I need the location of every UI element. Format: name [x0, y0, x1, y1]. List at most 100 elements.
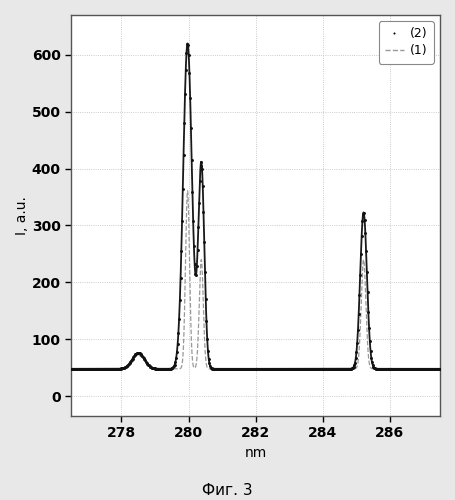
(2): [105, 365, 112, 373]
(2): [274, 365, 281, 373]
(2): [121, 364, 128, 372]
(2): [183, 40, 191, 48]
(2): [394, 365, 401, 373]
(2): [163, 365, 170, 373]
(2): [412, 365, 419, 373]
(2): [259, 365, 266, 373]
(2): [308, 365, 316, 373]
(2): [357, 250, 364, 258]
(2): [325, 365, 333, 373]
(2): [78, 365, 85, 373]
(2): [351, 359, 359, 367]
(2): [282, 365, 289, 373]
(2): [390, 365, 398, 373]
(2): [136, 350, 144, 358]
(2): [175, 330, 182, 338]
(2): [70, 365, 77, 373]
(2): [95, 365, 102, 373]
(2): [372, 364, 379, 372]
(2): [149, 364, 156, 372]
(2): [265, 365, 272, 373]
(2): [173, 348, 181, 356]
(2): [212, 365, 219, 373]
(2): [366, 337, 374, 345]
(2): [415, 365, 422, 373]
(2): [243, 365, 251, 373]
(2): [126, 359, 133, 367]
(2): [352, 354, 359, 362]
(2): [414, 365, 421, 373]
(2): [67, 365, 75, 373]
(2): [150, 364, 157, 372]
(2): [187, 94, 194, 102]
(2): [268, 365, 275, 373]
(2): [228, 365, 235, 373]
(2): [386, 365, 394, 373]
(2): [89, 365, 96, 373]
(2): [227, 365, 234, 373]
(2): [223, 365, 231, 373]
(2): [133, 349, 141, 357]
(2): [388, 365, 395, 373]
(2): [410, 365, 418, 373]
(2): [81, 365, 89, 373]
(2): [177, 274, 184, 282]
(2): [79, 365, 86, 373]
(2): [245, 365, 252, 373]
(2): [209, 364, 217, 372]
(2): [176, 315, 183, 323]
(2): [286, 365, 293, 373]
(2): [405, 365, 413, 373]
(2): [230, 365, 238, 373]
(2): [272, 365, 279, 373]
(2): [206, 360, 213, 368]
(2): [200, 208, 207, 216]
(2): [379, 365, 387, 373]
(2): [195, 199, 202, 207]
(2): [182, 66, 189, 74]
(2): [154, 364, 162, 372]
(2): [123, 362, 130, 370]
(2): [283, 365, 291, 373]
(2): [402, 365, 409, 373]
(2): [208, 364, 215, 372]
(2): [253, 365, 260, 373]
(2): [354, 326, 362, 334]
(2): [280, 365, 288, 373]
(2): [227, 365, 234, 373]
(2): [150, 364, 157, 372]
(2): [69, 365, 76, 373]
(2): [82, 365, 90, 373]
(2): [247, 365, 254, 373]
(2): [140, 354, 147, 362]
(2): [430, 365, 437, 373]
(2): [332, 365, 339, 373]
(2): [72, 365, 79, 373]
(2): [327, 365, 334, 373]
(2): [407, 365, 414, 373]
(2): [189, 188, 196, 196]
(2): [121, 364, 129, 372]
(2): [213, 365, 220, 373]
(2): [198, 164, 206, 172]
(2): [182, 90, 189, 98]
(2): [316, 365, 323, 373]
(1): [362, 262, 367, 268]
(2): [325, 365, 332, 373]
(2): [276, 365, 283, 373]
(2): [296, 365, 303, 373]
(2): [343, 365, 350, 373]
(2): [377, 365, 384, 373]
(2): [238, 365, 246, 373]
(2): [277, 365, 284, 373]
(2): [84, 365, 91, 373]
(2): [409, 365, 416, 373]
(2): [266, 365, 273, 373]
(2): [195, 223, 202, 231]
(2): [279, 365, 286, 373]
(2): [382, 365, 389, 373]
(2): [300, 365, 308, 373]
(2): [146, 362, 153, 370]
(2): [207, 364, 214, 372]
(2): [266, 365, 273, 373]
